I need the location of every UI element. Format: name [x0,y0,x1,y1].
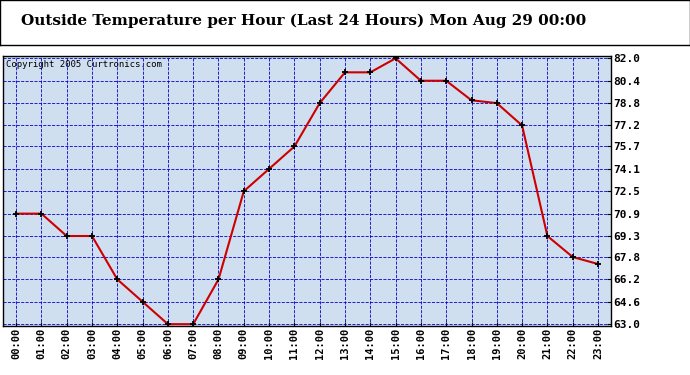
Text: Outside Temperature per Hour (Last 24 Hours) Mon Aug 29 00:00: Outside Temperature per Hour (Last 24 Ho… [21,13,586,27]
Text: Copyright 2005 Curtronics.com: Copyright 2005 Curtronics.com [6,60,162,69]
